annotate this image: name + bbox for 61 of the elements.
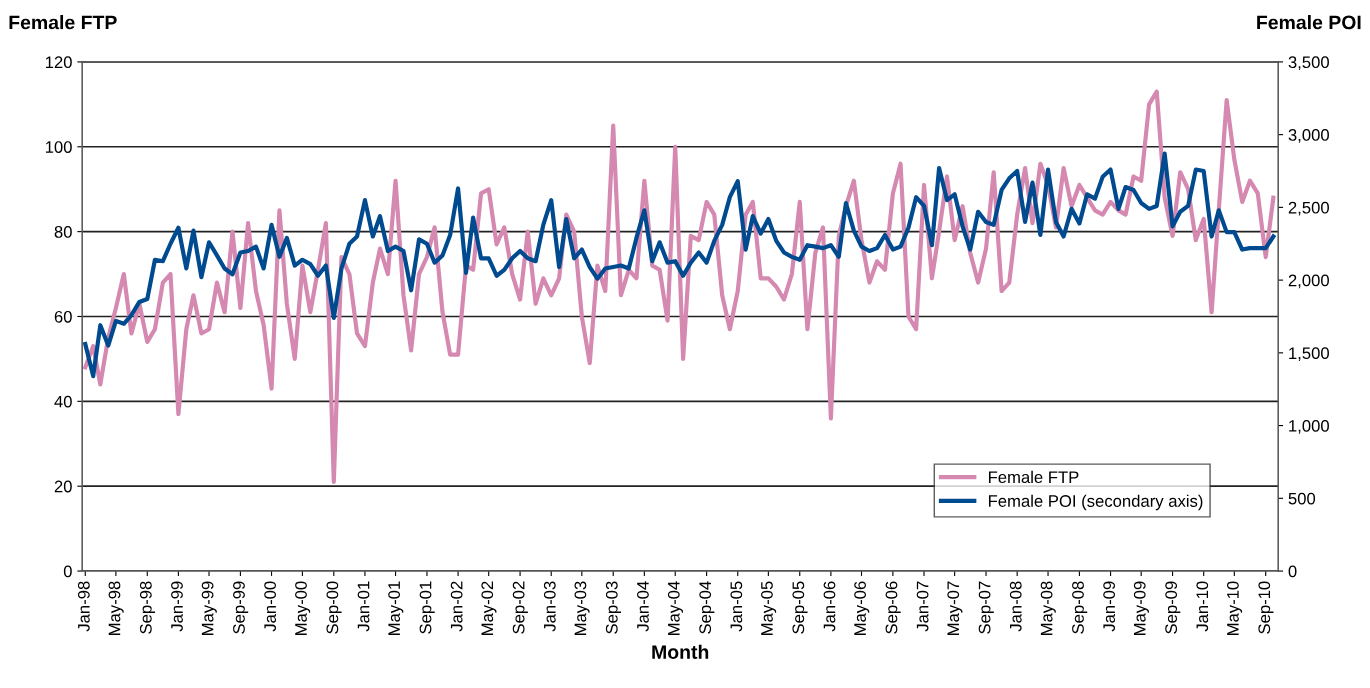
x-tick-label: May-06 [854, 581, 870, 635]
x-tick-label: May-10 [1226, 581, 1243, 635]
x-tick-label: Sep-01 [419, 581, 435, 634]
y2-tick-label: 2,000 [1288, 274, 1329, 289]
legend-label: Female FTP [988, 470, 1079, 484]
x-tick-label: Jan-01 [357, 581, 370, 632]
y-tick-label: 80 [54, 226, 72, 238]
x-tick-label: May-98 [108, 581, 124, 635]
x-tick-label: Sep-07 [978, 581, 994, 634]
x-tick-label: Sep-98 [139, 581, 156, 634]
y-tick-label: 20 [54, 480, 72, 493]
y2-tick-label: 1,000 [1289, 419, 1329, 434]
x-tick-label: Jan-09 [1103, 581, 1116, 632]
x-tick-label: Jan-03 [543, 581, 556, 632]
x-tick-label: Jan-10 [1196, 581, 1209, 632]
x-tick-label: May-03 [574, 581, 590, 635]
x-tick-label: May-05 [761, 581, 777, 635]
y2-tick-label: 1,500 [1289, 347, 1329, 362]
x-tick-label: May-09 [1133, 581, 1149, 635]
x-tick-label: Sep-08 [1072, 581, 1088, 634]
x-tick-label: Jan-06 [823, 581, 836, 632]
y2-tick-label: 3,500 [1288, 56, 1329, 71]
y-tick-label: 60 [54, 310, 72, 323]
y2-tick-label: 2,500 [1288, 201, 1329, 216]
x-tick-label: Sep-05 [792, 581, 808, 634]
x-tick-label: Jan-00 [264, 581, 277, 632]
x-tick-label: Sep-02 [512, 581, 528, 634]
x-tick-label: Sep-10 [1258, 581, 1274, 634]
y-tick-label: 40 [54, 395, 72, 408]
x-tick-label: May-99 [201, 581, 217, 635]
x-tick-label: Jan-04 [637, 581, 649, 632]
y2-tick-label: 3,000 [1288, 129, 1329, 143]
y2-tick-label: 0 [1288, 565, 1297, 578]
legend-label: Female POI (secondary axis) [988, 494, 1203, 511]
x-tick-label: Jan-98 [77, 581, 90, 632]
x-tick-label: Sep-06 [885, 581, 901, 634]
y2-tick-label: 500 [1288, 492, 1316, 505]
x-axis-title: Month [652, 644, 709, 659]
y-tick-label: 120 [45, 56, 72, 69]
x-tick-label: May-07 [947, 581, 963, 635]
x-tick-label: May-01 [388, 581, 404, 635]
x-tick-label: Sep-04 [699, 581, 715, 634]
x-tick-label: Sep-09 [1165, 581, 1181, 634]
x-tick-label: May-00 [295, 581, 311, 635]
x-tick-label: Jan-02 [450, 581, 463, 632]
y-tick-label: 0 [63, 565, 72, 578]
x-tick-label: Jan-07 [916, 581, 929, 632]
x-tick-label: May-04 [667, 581, 683, 635]
x-tick-label: Jan-08 [1009, 581, 1022, 632]
x-tick-label: Sep-00 [326, 581, 342, 634]
line-series [83, 151, 1276, 379]
x-tick-label: Jan-99 [171, 581, 183, 632]
x-tick-label: Sep-99 [233, 581, 249, 634]
y2-axis-title: Female POI [1257, 15, 1361, 30]
x-tick-label: May-02 [481, 581, 497, 635]
x-tick-label: May-08 [1040, 581, 1056, 635]
y-tick-label: 100 [45, 141, 72, 153]
line-series [83, 89, 1276, 485]
y-axis-title: Female FTP [9, 15, 117, 30]
x-tick-label: Sep-03 [605, 581, 621, 634]
x-tick-label: Jan-05 [730, 581, 743, 632]
